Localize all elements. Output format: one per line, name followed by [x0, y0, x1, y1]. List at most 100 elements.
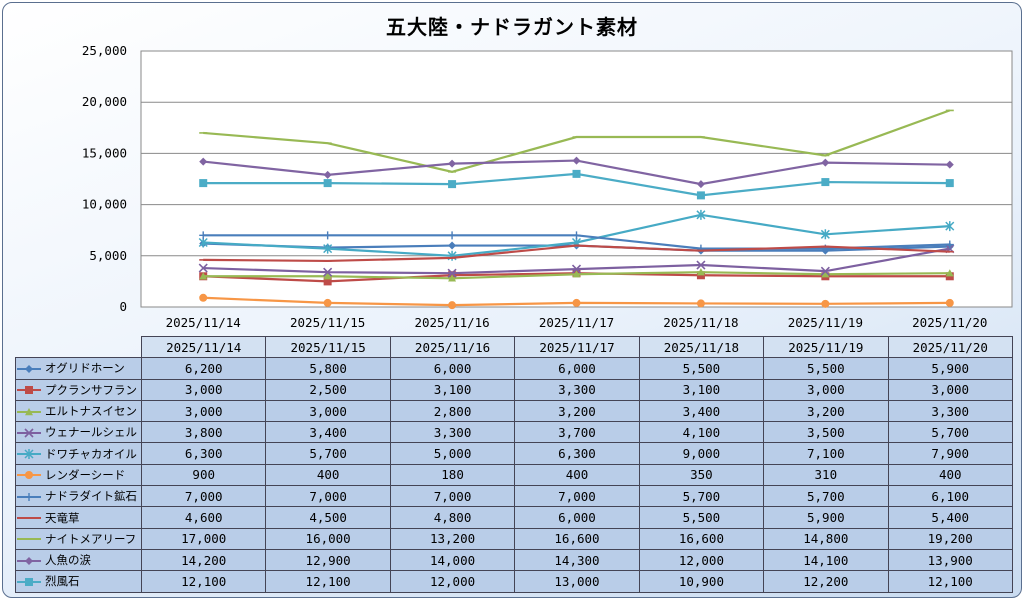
- table-corner: [15, 336, 142, 359]
- data-label: 16,600: [638, 527, 765, 550]
- series-name: ウェナールシェル: [45, 425, 137, 440]
- data-label: 13,200: [389, 527, 516, 550]
- data-label: 5,500: [763, 357, 889, 380]
- x-tick-label: 2025/11/20: [912, 315, 987, 330]
- data-point: [820, 266, 830, 276]
- x-tick-label: 2025/11/15: [290, 315, 365, 330]
- data-point: [945, 298, 954, 307]
- data-label: 5,500: [638, 506, 765, 529]
- x-tick-label: 2025/11/19: [788, 315, 863, 330]
- series-name: 天竜草: [45, 510, 80, 525]
- data-label: 9,000: [638, 442, 765, 465]
- legend-entry: ナイトメアリーフ: [15, 527, 142, 550]
- data-label: 12,200: [763, 570, 889, 593]
- legend-key: [17, 386, 41, 395]
- y-tick-label: 25,000: [82, 43, 127, 58]
- series-name: レンダーシード: [45, 467, 126, 482]
- data-label: 7,900: [887, 442, 1013, 465]
- data-point: [448, 301, 457, 310]
- data-label: 7,000: [265, 485, 391, 508]
- data-label: 16,600: [514, 527, 640, 550]
- data-label: 12,100: [140, 570, 267, 593]
- data-label: 16,000: [265, 527, 391, 550]
- data-label: 3,300: [887, 399, 1013, 423]
- data-label: 3,400: [265, 421, 391, 444]
- data-label: 3,000: [887, 378, 1013, 401]
- data-point: [323, 243, 333, 254]
- legend-entry: 烈風石: [15, 570, 142, 593]
- data-label: 3,000: [763, 378, 889, 401]
- data-label: 6,000: [514, 506, 640, 529]
- data-point: [945, 269, 954, 277]
- series-4: [198, 244, 955, 278]
- data-label: 13,900: [887, 548, 1013, 572]
- data-label: 14,300: [514, 548, 640, 572]
- data-point: [448, 159, 457, 168]
- data-point: [448, 274, 457, 282]
- legend-entry: プクランサフラン: [15, 378, 142, 401]
- data-label: 12,000: [389, 570, 516, 593]
- data-label: 4,100: [638, 421, 765, 444]
- table-row: ウェナールシェル 3,800 3,400 3,300 3,700 4,100 3,500 5,…: [15, 421, 1013, 444]
- data-label: 12,000: [638, 548, 765, 572]
- data-label: 5,700: [763, 485, 889, 508]
- legend-key: [17, 538, 41, 541]
- data-point: [572, 231, 581, 240]
- data-label: 14,200: [140, 548, 267, 572]
- data-point: [821, 178, 830, 187]
- data-point: [199, 293, 208, 302]
- y-tick-label: 15,000: [82, 145, 127, 160]
- table-row: ナドラダイト鉱石 7,000 7,000 7,000 7,000 5,700 5,700 6,…: [15, 485, 1013, 508]
- data-label: 3,300: [514, 378, 640, 401]
- data-point: [323, 179, 332, 188]
- table-row: 烈風石 12,100 12,100 12,000 13,000 10,900 12,200 1…: [15, 570, 1013, 593]
- data-point: [696, 299, 705, 308]
- table-header-cell: 2025/11/18: [638, 335, 765, 359]
- data-point: [323, 170, 332, 179]
- data-label: 7,000: [389, 485, 516, 508]
- legend-entry: 人魚の涙: [15, 548, 142, 572]
- data-label: 3,300: [389, 421, 516, 444]
- table-row: ナイトメアリーフ 17,000 16,000 13,200 16,600 16,600 14…: [15, 527, 1013, 550]
- data-label: 3,500: [763, 421, 889, 444]
- legend-entry: ドワチャカオイル: [15, 442, 142, 465]
- data-label: 5,500: [638, 357, 765, 380]
- data-label: 5,400: [887, 506, 1013, 529]
- x-tick-label: 2025/11/18: [663, 315, 738, 330]
- table-row: レンダーシード 900 400 180 400 350 310 400: [15, 463, 1013, 487]
- series-8: [199, 244, 954, 263]
- legend-key: [17, 471, 41, 480]
- data-point: [820, 229, 830, 240]
- x-tick-label: 2025/11/16: [414, 315, 489, 330]
- legend-key: [17, 428, 41, 438]
- legend-entry: ナドラダイト鉱石: [15, 485, 142, 508]
- data-point: [25, 386, 33, 395]
- series-name: ドワチャカオイル: [45, 446, 137, 461]
- data-point: [448, 231, 457, 240]
- data-label: 4,800: [389, 506, 516, 529]
- data-label: 5,700: [638, 485, 765, 508]
- data-point: [696, 260, 706, 270]
- table-header-row: 2025/11/14 2025/11/15 2025/11/16 2025/11/17…: [15, 335, 1013, 359]
- data-label: 3,200: [514, 399, 640, 423]
- data-point: [572, 156, 581, 165]
- series-name: プクランサフラン: [45, 382, 137, 397]
- legend-entry: 天竜草: [15, 506, 142, 529]
- table-row: オグリドホーン 6,200 5,800 6,000 6,000 5,500 5,500 5,9…: [15, 357, 1013, 380]
- table-header-cell: 2025/11/19: [763, 335, 889, 359]
- data-point: [821, 299, 830, 308]
- y-tick-label: 0: [119, 299, 127, 314]
- data-point: [945, 160, 954, 169]
- data-point: [821, 270, 830, 278]
- data-point: [25, 492, 33, 501]
- data-label: 400: [887, 463, 1013, 487]
- y-tick-label: 10,000: [82, 197, 127, 212]
- table-row: 天竜草 4,600 4,500 4,800 6,000 5,500 5,900 5,400: [15, 506, 1013, 529]
- data-point: [25, 364, 33, 373]
- legend-key: [17, 364, 41, 373]
- data-label: 2,500: [265, 378, 391, 401]
- legend-entry: オグリドホーン: [15, 357, 142, 380]
- data-label: 5,900: [887, 357, 1013, 380]
- data-label: 3,100: [638, 378, 765, 401]
- data-label: 12,100: [887, 570, 1013, 593]
